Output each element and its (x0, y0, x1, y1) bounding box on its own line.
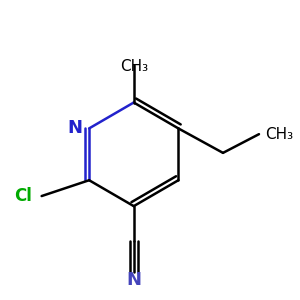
Text: N: N (67, 119, 82, 137)
Text: Cl: Cl (14, 187, 32, 205)
Text: CH₃: CH₃ (265, 127, 293, 142)
Text: CH₃: CH₃ (120, 59, 148, 74)
Text: N: N (126, 271, 141, 289)
